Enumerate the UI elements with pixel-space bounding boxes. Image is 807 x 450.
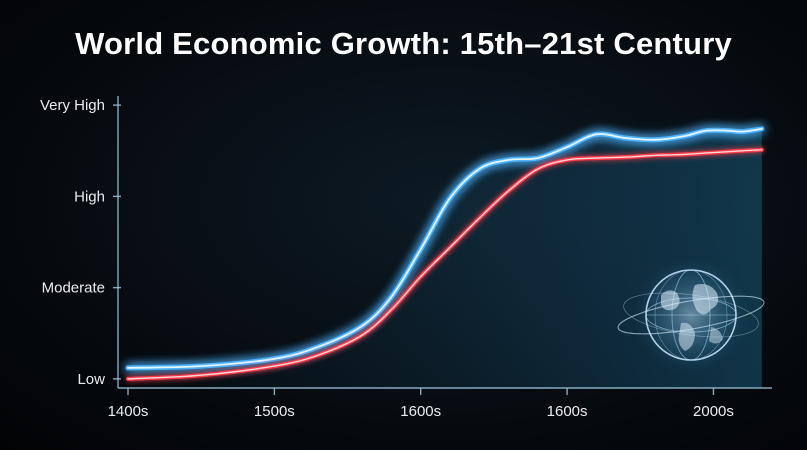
x-tick-label: 2000s — [693, 403, 734, 420]
x-tick-label: 1600s — [400, 403, 441, 420]
globe-icon — [617, 253, 765, 377]
x-tick-label: 1500s — [254, 403, 295, 420]
y-axis-ticks: Low Moderate High Very High — [40, 97, 121, 388]
series-line — [127, 149, 763, 380]
x-tick-label: 1600s — [547, 403, 588, 420]
area-under-curve — [128, 128, 762, 389]
x-tick-label: 1400s — [108, 403, 149, 420]
y-tick-label: High — [74, 188, 105, 205]
y-tick-label: Moderate — [42, 280, 105, 297]
chart-title: World Economic Growth: 15th–21st Century — [75, 26, 732, 61]
series-layer — [125, 126, 765, 381]
area-fill — [128, 128, 762, 389]
y-tick-label: Very High — [40, 97, 105, 114]
series-line — [127, 127, 763, 369]
x-axis-ticks: 1400s 1500s 1600s 1600s 2000s — [108, 388, 734, 420]
y-tick-label: Low — [77, 371, 105, 388]
